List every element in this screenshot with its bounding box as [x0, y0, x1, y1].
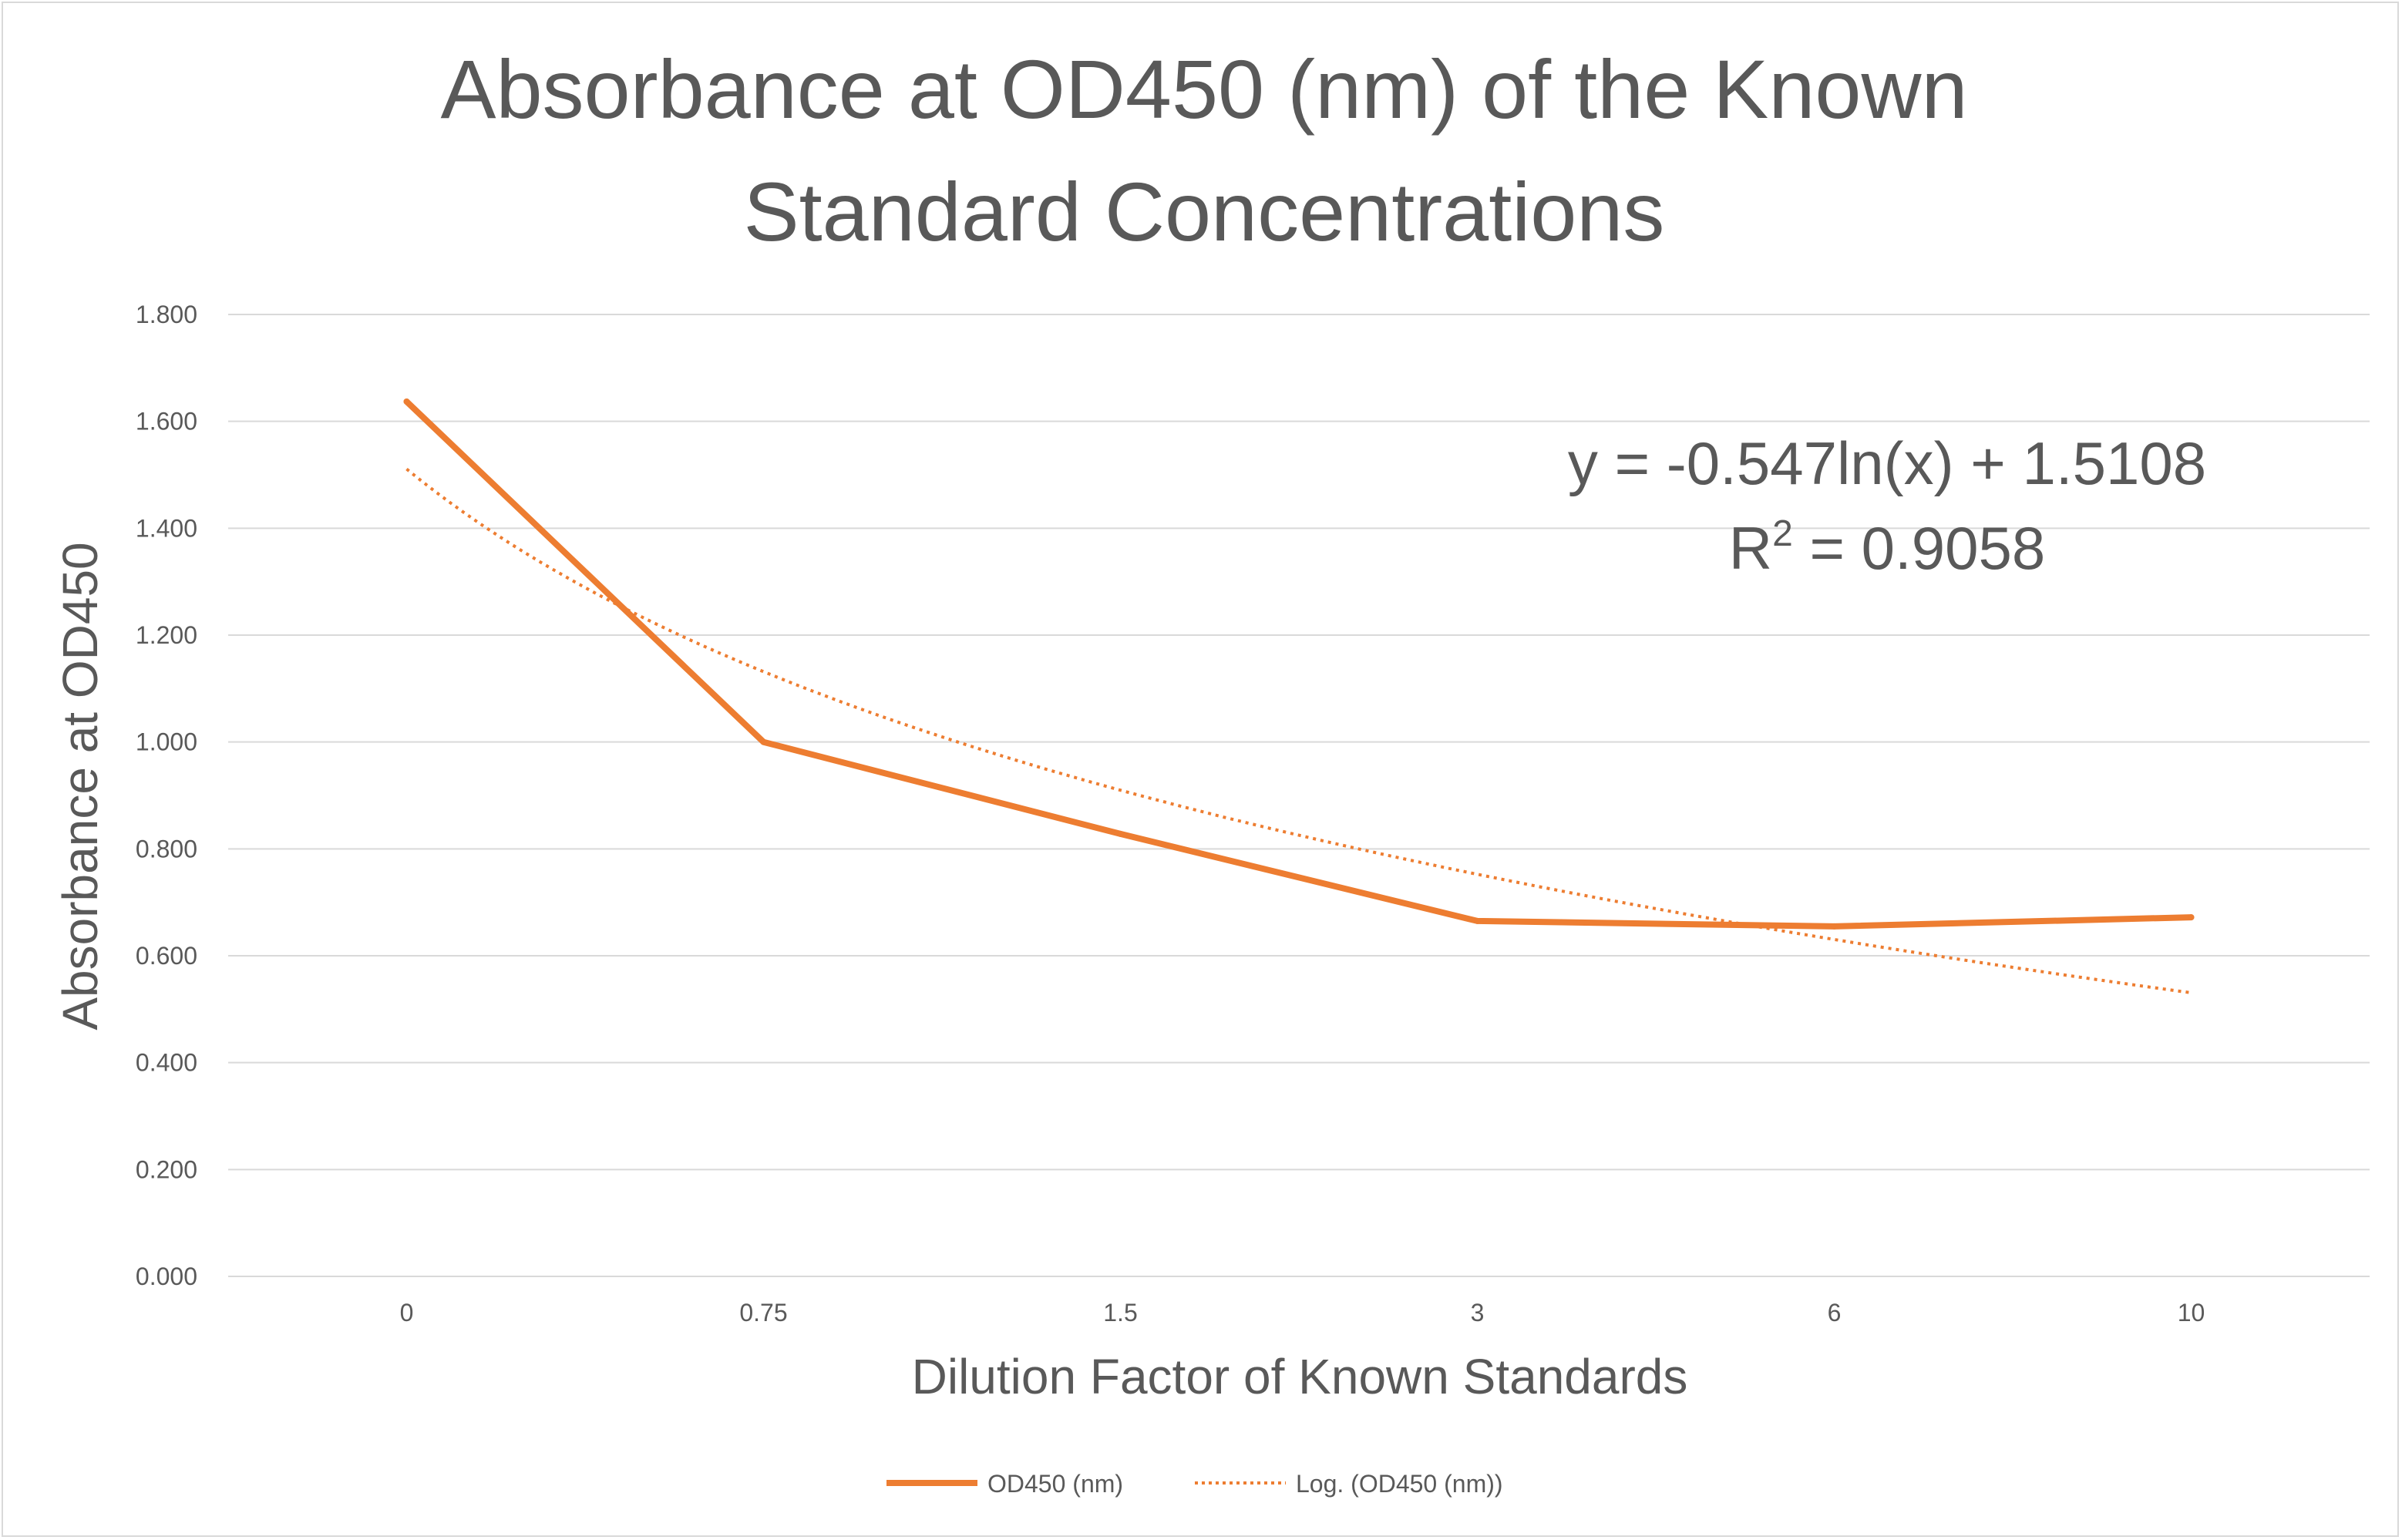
data-point: [1117, 830, 1124, 837]
y-tick-label: 0.600: [136, 942, 197, 970]
chart-title-line-1: Absorbance at OD450 (nm) of the Known: [440, 42, 1967, 136]
r-squared-value: = 0.9058: [1793, 514, 2045, 582]
x-tick-label: 10: [2178, 1299, 2205, 1326]
x-tick-label: 1.5: [1103, 1299, 1137, 1326]
r-squared-prefix: R: [1729, 514, 1772, 582]
data-point: [2188, 914, 2195, 921]
x-axis-title: Dilution Factor of Known Standards: [912, 1349, 1688, 1404]
data-point: [403, 398, 410, 405]
y-tick-label: 0.000: [136, 1263, 197, 1290]
y-axis-tick-labels: 0.000 0.200 0.400 0.600 0.800 1.000 1.200 1.400…: [136, 301, 197, 1290]
trendline-log-od450: [405, 467, 2192, 994]
y-tick-label: 0.200: [136, 1155, 197, 1183]
chart-title-line-2: Standard Concentrations: [744, 165, 1665, 258]
y-tick-label: 1.200: [136, 621, 197, 649]
series-line-od450: [403, 398, 2195, 930]
y-tick-label: 1.800: [136, 301, 197, 328]
chart-title: Absorbance at OD450 (nm) of the Known St…: [440, 42, 1967, 258]
trendline-equation: y = -0.547ln(x) + 1.5108: [1568, 429, 2206, 497]
trendline-group: [405, 467, 2192, 994]
r-squared-superscript: 2: [1772, 513, 1793, 554]
x-tick-label: 6: [1828, 1299, 1842, 1326]
data-point: [1831, 923, 1838, 930]
data-point: [1474, 917, 1481, 924]
x-tick-label: 3: [1471, 1299, 1485, 1326]
y-tick-label: 0.400: [136, 1049, 197, 1077]
legend: OD450 (nm) Log. (OD450 (nm)): [886, 1470, 1503, 1498]
y-axis-title: Absorbance at OD450: [52, 542, 108, 1030]
gridlines: [228, 314, 2370, 1277]
x-tick-label: 0: [400, 1299, 414, 1326]
y-tick-label: 1.400: [136, 514, 197, 542]
data-point: [760, 738, 767, 745]
x-axis-tick-labels: 0 0.75 1.5 3 6 10: [400, 1299, 2205, 1326]
y-tick-label: 1.000: [136, 728, 197, 756]
y-tick-label: 0.800: [136, 835, 197, 862]
trendline-label: y = -0.547ln(x) + 1.5108 R2 = 0.9058: [1568, 429, 2206, 582]
trendline-r-squared: R2 = 0.9058: [1729, 513, 2046, 582]
legend-label-trendline: Log. (OD450 (nm)): [1296, 1470, 1503, 1498]
legend-label-od450: OD450 (nm): [987, 1470, 1123, 1498]
x-tick-label: 0.75: [739, 1299, 787, 1326]
series-group: [403, 398, 2195, 930]
y-tick-label: 1.600: [136, 408, 197, 435]
